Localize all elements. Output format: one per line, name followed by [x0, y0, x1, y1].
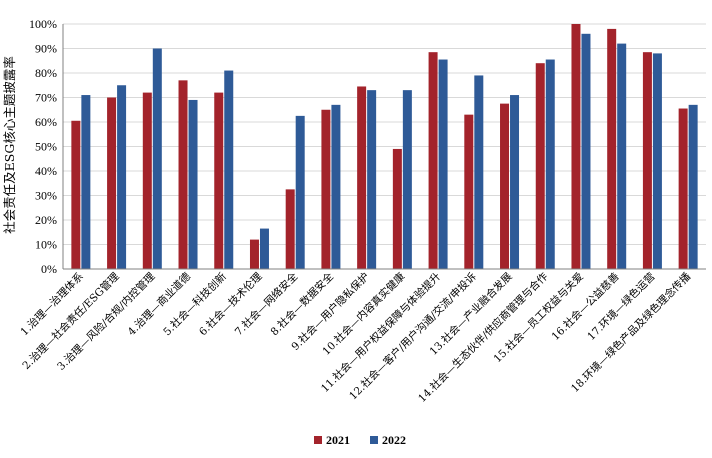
bar-2021-13: [500, 103, 510, 269]
bar-2021-12: [464, 114, 474, 270]
bar-2022-6: [259, 228, 269, 269]
y-tick-label: 30%: [35, 189, 57, 203]
bar-2022-5: [224, 70, 234, 269]
bar-2021-4: [178, 80, 188, 269]
bar-2022-14: [545, 59, 555, 270]
bar-2021-6: [249, 239, 259, 269]
y-tick-label: 80%: [35, 66, 57, 80]
y-tick-label: 60%: [35, 115, 57, 129]
bar-2022-1: [81, 95, 91, 269]
bar-2021-14: [535, 63, 545, 270]
x-category-label: 5.社会—科技创新: [161, 270, 230, 339]
bar-2021-10: [392, 148, 402, 269]
x-category-label: 6.社会—技术伦理: [196, 270, 265, 339]
bar-2021-1: [71, 120, 81, 270]
bar-2021-7: [285, 189, 295, 269]
legend-label-2021: 2021: [326, 433, 350, 447]
bar-2021-15: [571, 24, 581, 269]
bar-2022-13: [510, 95, 520, 269]
bar-2021-18: [678, 108, 688, 270]
bar-2022-18: [688, 104, 698, 269]
y-axis-label: 社会责任及ESG核心主题披露率: [2, 56, 17, 234]
x-category-labels: 1.治理—治理体系2.治理—社会责任/ESG管理3.治理—风险/合规/内控管理4…: [18, 270, 694, 405]
bars: [71, 24, 698, 270]
x-category-label: 17.环境—绿色运营: [585, 270, 658, 343]
y-tick-label: 0%: [41, 262, 57, 276]
bar-2022-12: [474, 75, 484, 269]
bar-2022-10: [402, 90, 412, 270]
bar-2022-7: [295, 115, 305, 269]
bar-2022-16: [617, 43, 627, 269]
bar-2021-11: [428, 52, 438, 269]
bar-2021-2: [107, 97, 117, 269]
x-category-label: 8.社会—数据安全: [268, 270, 337, 339]
y-tick-labels: 0% 10% 20% 30% 40% 50% 60% 70% 80% 90% 100%: [29, 17, 57, 276]
legend-label-2022: 2022: [382, 433, 406, 447]
bar-2021-9: [357, 86, 367, 269]
x-category-label: 1.治理—治理体系: [18, 270, 86, 338]
bar-2022-3: [152, 48, 162, 269]
bar-2022-4: [188, 99, 198, 269]
y-tick-label: 50%: [35, 140, 57, 154]
bar-2021-17: [642, 52, 652, 269]
y-tick-label: 40%: [35, 164, 57, 178]
legend: 2021 2022: [314, 433, 406, 447]
gridlines: [63, 23, 706, 270]
bar-2021-3: [142, 92, 152, 269]
bar-2022-2: [117, 85, 127, 269]
y-tick-label: 70%: [35, 91, 57, 105]
bar-2022-11: [438, 59, 448, 270]
y-tick-label: 90%: [35, 42, 57, 56]
y-tick-label: 100%: [29, 17, 57, 31]
x-category-label: 12.社会—客户/用户沟通/交流/申投诉: [346, 270, 478, 402]
y-tick-label: 10%: [35, 238, 57, 252]
legend-swatch-2021: [314, 436, 322, 444]
x-category-label: 4.治理—商业道德: [125, 270, 194, 339]
bar-2021-8: [321, 109, 331, 269]
bar-2022-9: [367, 90, 377, 270]
bar-2021-5: [214, 92, 224, 269]
x-category-label: 14.社会—生态伙伴/供应商管理与合作: [415, 270, 550, 405]
bar-2022-17: [652, 53, 662, 270]
x-category-label: 7.社会—网络安全: [232, 270, 301, 339]
legend-swatch-2022: [370, 436, 378, 444]
bar-2022-8: [331, 104, 341, 269]
bar-2022-15: [581, 33, 591, 269]
bar-2021-16: [607, 28, 617, 270]
axes: [62, 24, 706, 270]
y-tick-label: 20%: [35, 213, 57, 227]
x-category-label: 16.社会—公益慈善: [549, 270, 622, 343]
